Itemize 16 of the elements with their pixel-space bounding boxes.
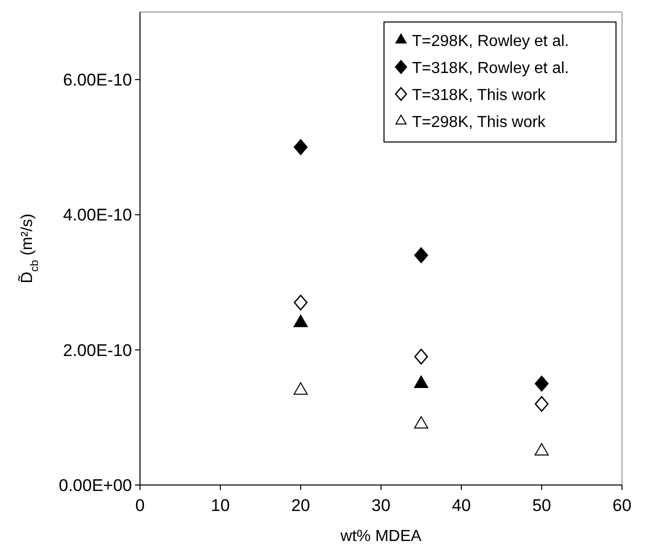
y-tick-label: 6.00E-10 xyxy=(63,70,132,90)
x-tick-label: 50 xyxy=(532,496,552,515)
legend-label: T=298K, This work xyxy=(412,114,547,131)
x-tick-label: 10 xyxy=(210,496,230,515)
x-axis-title: wt% MDEA xyxy=(340,528,422,545)
legend-label: T=318K, Rowley et al. xyxy=(412,60,569,77)
y-tick-label: 2.00E-10 xyxy=(63,340,132,360)
x-tick-label: 40 xyxy=(452,496,471,515)
x-tick-label: 20 xyxy=(291,496,310,515)
x-tick-label: 0 xyxy=(135,496,145,515)
y-tick-label: 4.00E-10 xyxy=(63,206,132,225)
legend-label: T=298K, Rowley et al. xyxy=(412,33,569,50)
legend-label: T=318K, This work xyxy=(412,87,547,104)
x-tick-label: 60 xyxy=(612,496,632,515)
y-tick-label: 0.00E+00 xyxy=(58,476,132,495)
x-tick-label: 30 xyxy=(372,496,390,515)
